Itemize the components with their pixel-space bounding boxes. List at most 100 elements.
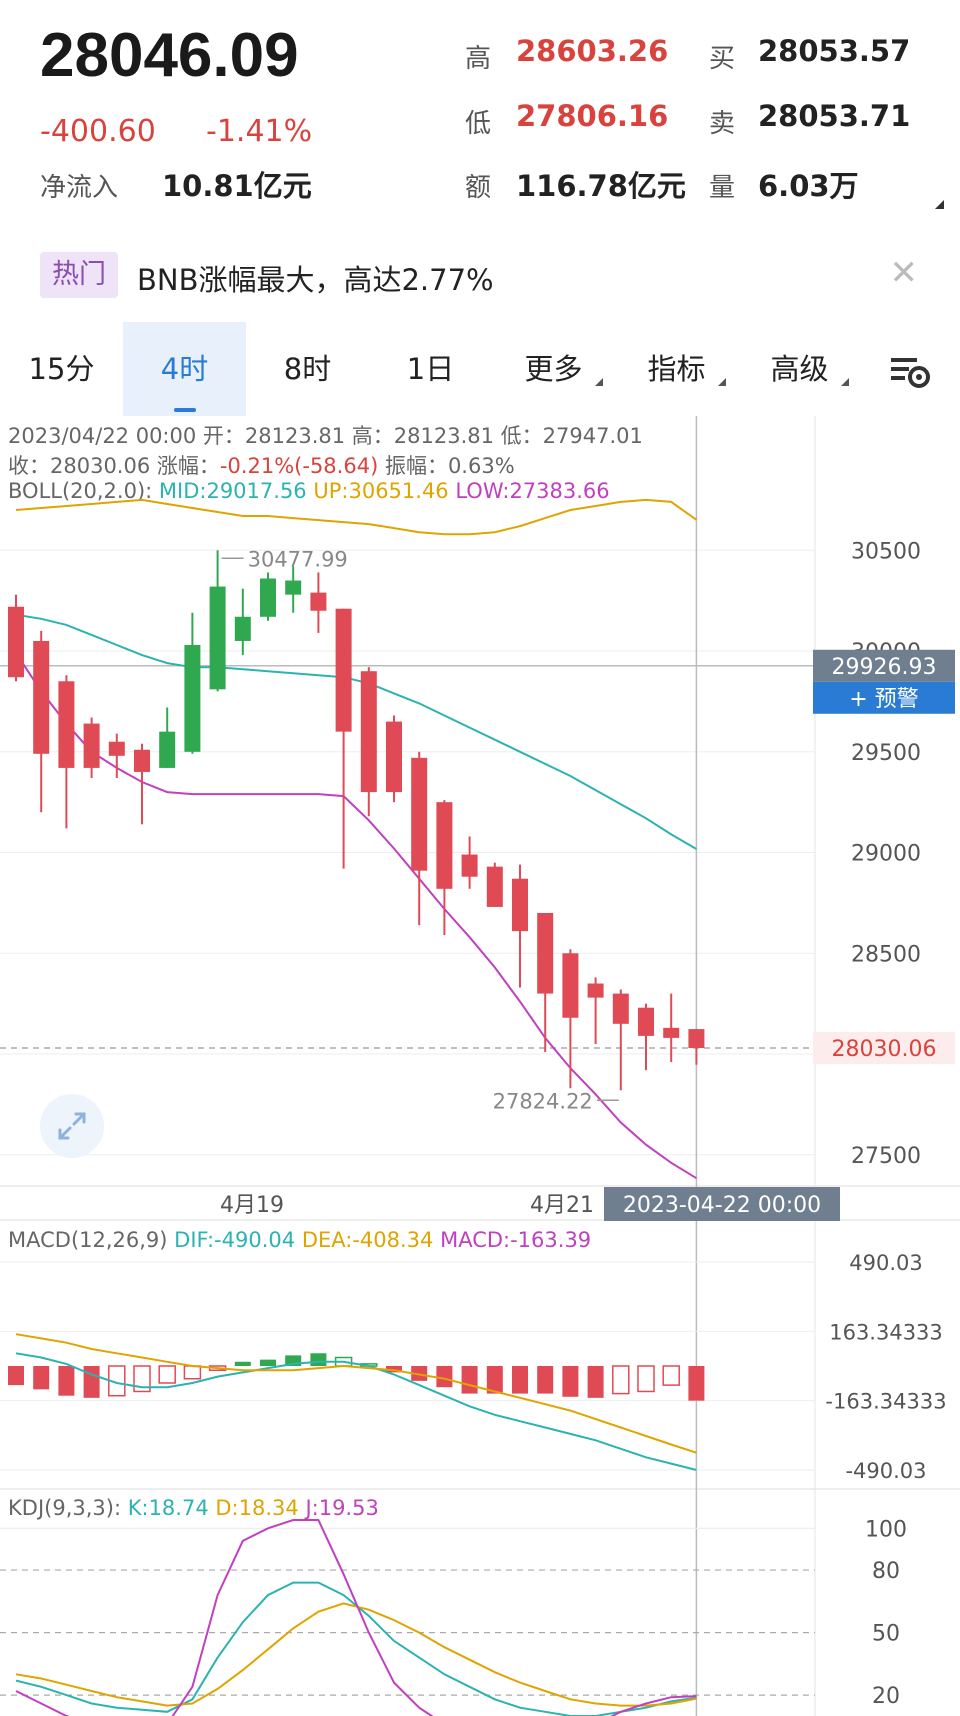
- boll-low: LOW:27383.66: [455, 479, 610, 503]
- macd-bar: [58, 1366, 75, 1396]
- volume-label: 量: [709, 173, 736, 203]
- macd-bar: [688, 1366, 705, 1401]
- volume-value: 6.03万: [758, 169, 859, 203]
- chart-settings-icon: [891, 358, 930, 388]
- boll-legend: BOLL(20,2.0): MID:29017.56 UP:30651.46 L…: [8, 479, 610, 503]
- macd-bar: [436, 1366, 453, 1388]
- last-price-label: 28030.06: [832, 1037, 937, 1062]
- kdj-j-line: [15, 1519, 697, 1716]
- macd-layer: [8, 1333, 705, 1471]
- kdj-d-line: [15, 1602, 697, 1707]
- candle-body: [8, 606, 24, 678]
- macd-dif: DIF:-490.04: [174, 1228, 296, 1252]
- candle-body: [512, 878, 528, 932]
- crosshair-price: 29926.93: [832, 655, 937, 680]
- candle-body: [461, 854, 478, 877]
- macd-bar: [411, 1366, 428, 1381]
- candle-info-line-2: 收：28030.06 涨幅：-0.21%(-58.64) 振幅：0.63%: [8, 450, 515, 480]
- tab-advanced-label: 高级: [770, 352, 829, 386]
- candle-body: [58, 681, 75, 768]
- sell-value: 28053.71: [758, 99, 911, 133]
- macd-bar: [662, 1365, 680, 1386]
- kdj-legend: KDJ(9,3,3): K:18.74 D:18.34 J:19.53: [8, 1496, 379, 1520]
- tab-4h[interactable]: 4时: [123, 322, 246, 416]
- high-label: 高: [465, 44, 492, 74]
- y-axis-label: 29500: [851, 741, 921, 766]
- macd-bar: [285, 1355, 302, 1366]
- macd-bar: [386, 1366, 402, 1373]
- expand-corner-icon[interactable]: [935, 200, 944, 209]
- tab-15min[interactable]: 15分: [28, 352, 95, 386]
- candle-body: [486, 866, 503, 907]
- macd-y-label: -490.03: [845, 1459, 926, 1483]
- tab-1d[interactable]: 1日: [406, 352, 455, 386]
- macd-bar: [83, 1366, 100, 1398]
- macd-bar: [310, 1353, 327, 1366]
- kdj-k: K:18.74: [127, 1496, 209, 1520]
- candle-body: [285, 580, 302, 595]
- kdj-y-label: 100: [865, 1517, 907, 1542]
- boll-prefix: BOLL(20,2.0):: [8, 479, 159, 503]
- macd-bar: [562, 1366, 579, 1397]
- candle-amplitude: 振幅：0.63%: [378, 454, 515, 478]
- net-inflow-label: 净流入: [40, 173, 119, 203]
- candle-body: [411, 757, 428, 871]
- macd-bar: [8, 1366, 24, 1386]
- kdj-j: J:19.53: [305, 1496, 379, 1520]
- tab-8h[interactable]: 8时: [283, 352, 332, 386]
- tab-more-label: 更多: [524, 352, 583, 386]
- interval-tabs: 15分 4时 8时 1日 更多 指标 高级: [0, 322, 960, 416]
- chart-settings-button[interactable]: [861, 322, 957, 416]
- kdj-d: D:18.34: [215, 1496, 299, 1520]
- candle-body: [83, 723, 100, 768]
- low-label: 低: [465, 109, 492, 139]
- net-inflow-value: 10.81亿元: [162, 169, 312, 203]
- crosshair-time: 2023-04-22 00:00: [623, 1193, 821, 1218]
- macd-bar: [158, 1365, 176, 1384]
- axis-labels: 30500300002950029000285002750030477.9927…: [220, 539, 955, 1709]
- tab-more[interactable]: 更多: [492, 322, 615, 416]
- max-price-label: 30477.99: [248, 547, 348, 571]
- boll-mid: MID:29017.56: [158, 479, 307, 503]
- crosshair-price-badge: [813, 649, 955, 682]
- candle-info-line-1: 2023/04/22 00:00 开：28123.81 高：28123.81 低…: [8, 424, 643, 448]
- high-value: 28603.26: [516, 34, 669, 68]
- hot-tag: 热门: [40, 252, 118, 298]
- candle-layer: [8, 498, 705, 1180]
- boll-upper-line: [15, 498, 697, 536]
- tab-indicators[interactable]: 指标: [615, 322, 738, 416]
- y-axis-label: 27500: [851, 1144, 921, 1169]
- candle-body: [612, 993, 629, 1024]
- candle-body: [234, 616, 251, 641]
- macd-bar: [486, 1366, 503, 1394]
- kdj-prefix: KDJ(9,3,3):: [8, 1496, 128, 1520]
- candle-body: [587, 983, 604, 998]
- caret-icon: [718, 378, 726, 386]
- sell-label: 卖: [709, 109, 736, 139]
- min-price-label: 27824.22: [493, 1089, 593, 1113]
- macd-bar: [537, 1366, 554, 1394]
- tab-advanced[interactable]: 高级: [738, 322, 861, 416]
- candle-body: [663, 1027, 680, 1038]
- candle-close: 收：28030.06 涨幅：: [8, 454, 220, 478]
- amount-value: 116.78亿元: [516, 169, 686, 203]
- close-icon[interactable]: ✕: [889, 253, 919, 293]
- candle-body: [134, 749, 150, 772]
- candle-body: [260, 578, 276, 617]
- hot-news-text[interactable]: BNB涨幅最大，高达2.77%: [137, 263, 494, 297]
- boll-mid-line: [15, 613, 697, 850]
- x-axis-label: 4月21: [530, 1193, 594, 1218]
- candle-change: -0.21%(-58.64): [219, 454, 379, 478]
- fullscreen-button[interactable]: [40, 1094, 104, 1158]
- boll-lower-line: [15, 652, 697, 1180]
- candle-body: [688, 1029, 705, 1048]
- y-axis-label: 30500: [851, 539, 921, 564]
- candle-body: [33, 640, 50, 754]
- low-value: 27806.16: [516, 99, 669, 133]
- macd-value: MACD:-163.39: [440, 1228, 592, 1252]
- candle-body: [310, 592, 327, 611]
- alert-button: [813, 681, 955, 714]
- caret-icon: [595, 378, 603, 386]
- amount-label: 额: [465, 173, 492, 203]
